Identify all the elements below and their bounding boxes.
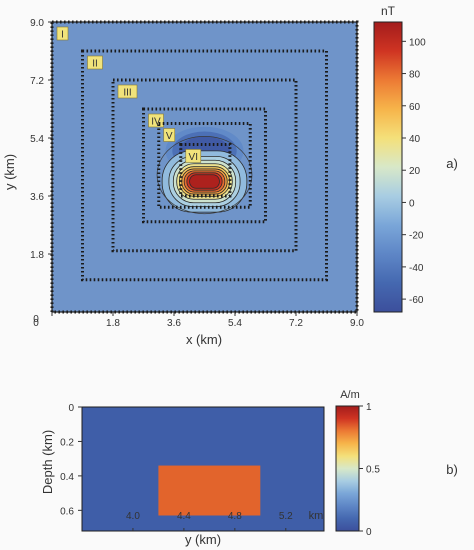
colorbar-b-unit: A/m [340,389,360,401]
section-b-frame [81,406,325,532]
section-b-x-ticks: 4.0 4.4 4.8 5.2 [126,511,293,531]
profile-label-iii: III [123,88,131,99]
map-a-origin-label: 0 [33,314,39,325]
section-b-block [158,465,261,516]
map-a-x-tick-label: 3.6 [167,318,181,329]
colorbar-a-tick-label: 0 [409,198,415,209]
section-b-x-tick-label: 4.8 [228,511,242,522]
map-a-y-tick-label: 1.8 [30,250,44,261]
map-a-x-ticks: 0 1.8 3.6 5.4 7.2 9.0 [33,312,364,329]
profile-line-iii [111,78,298,253]
colorbar-a-tick-label: 80 [409,70,421,81]
colorbar-a-tick-label: 20 [409,166,421,177]
map-a-y-axis-label: y (km) [2,154,17,190]
profile-label-box [117,84,138,99]
section-b-y-ticks: 0 0.2 0.4 0.6 [60,403,82,517]
profile-line-vi [179,142,232,198]
profile-label-ii: II [92,59,98,70]
anomaly-outline-contour [156,136,253,215]
profile-label-iv: IV [151,117,161,128]
map-a-x-tick-label: 1.8 [106,318,120,329]
section-b-y-tick-label: 0.2 [60,437,74,448]
colorbar-a-tick-label: 40 [409,134,421,145]
map-a-y-tick-label: 3.6 [30,192,44,203]
map-a-y-tick-label: 5.4 [30,134,44,145]
map-a-x-tick-label: 0 [33,318,39,329]
section-b-x-tick-label: 4.4 [177,511,191,522]
colorbar-a-bar [373,21,403,313]
figure-label-b: b) [446,462,458,477]
section-b-x-tick-label: 4.0 [126,511,140,522]
profile-label-v: V [166,131,173,142]
colorbar-a-ticks: 100 80 60 40 20 0 -20 -40 -60 [402,37,426,306]
profile-label-vi: VI [189,152,198,163]
colorbar-a-tick-label: 100 [409,37,426,48]
profile-label-box [185,149,202,163]
map-a-frame [51,21,358,313]
positive-anomaly-contour [189,174,220,189]
colorbar-a: 100 80 60 40 20 0 -20 -40 -60 nT [373,4,426,313]
profile-line-v [157,122,252,209]
section-b-y-tick-label: 0.4 [60,472,74,483]
colorbar-b-tick-label: 1 [366,402,372,413]
profile-label-i: I [61,30,64,41]
colorbar-b-bar [335,405,360,532]
map-a-y-ticks: 1.8 3.6 5.4 7.2 9.0 0 [30,18,52,325]
map-a-y-tick-label: 7.2 [30,76,44,87]
map-a-anomaly [156,126,253,215]
colorbar-b-ticks: 10.50 [359,402,380,538]
profile-line-iv [142,107,267,224]
section-b-x-axis-label: y (km) [185,532,221,547]
colorbar-a-tick-label: -20 [409,231,424,242]
profile-label-box [87,55,103,70]
colorbar-b: 10.50 A/m [335,389,380,538]
map-a-y-tick-label: 9.0 [30,18,44,29]
map-a-x-tick-label: 9.0 [350,318,364,329]
section-b-x-tick-label: 5.2 [279,511,293,522]
profile-label-box [163,128,176,142]
colorbar-a-unit: nT [381,4,396,18]
map-a-x-tick-label: 5.4 [228,318,242,329]
figure-label-a: a) [446,156,458,171]
map-a-x-axis-label: x (km) [186,332,222,347]
section-b [81,406,325,532]
section-b-x-unit: km [309,510,324,522]
section-b-y-tick-label: 0.6 [60,506,74,517]
panel-b: 4.0 4.4 4.8 5.2 km 0 0.2 0.4 0.6 y (km) Depth … [40,389,458,547]
colorbar-a-tick-label: -40 [409,263,424,274]
colorbar-a-tick-label: -60 [409,295,424,306]
profile-label-box [56,26,69,41]
colorbar-b-tick-label: 0 [366,527,372,538]
map-a-x-tick-label: 7.2 [289,318,303,329]
section-b-y-axis-label: Depth (km) [40,430,55,494]
colorbar-b-tick-label: 0.5 [366,465,380,476]
colorbar-a-tick-label: 60 [409,102,421,113]
section-b-y-tick-label: 0 [68,403,74,414]
